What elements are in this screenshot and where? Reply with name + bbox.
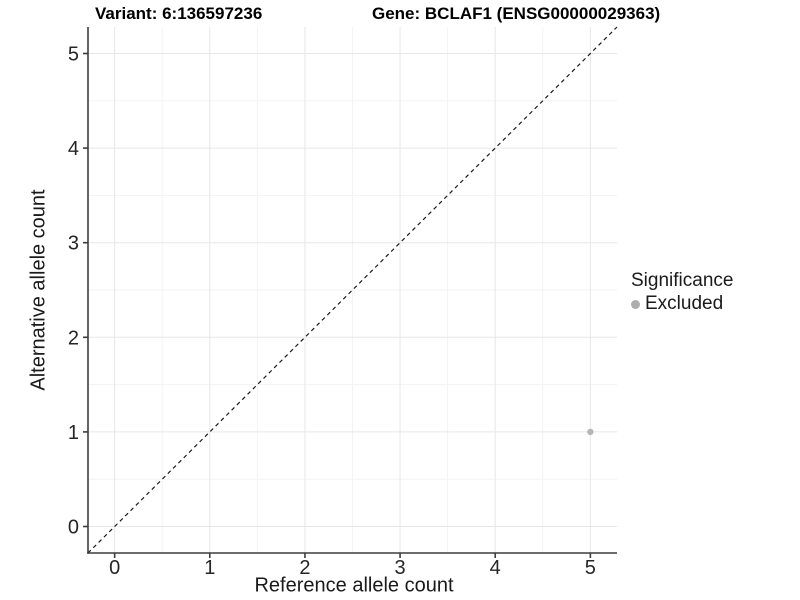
y-tick-label: 1 bbox=[68, 422, 79, 444]
y-tick-label: 5 bbox=[68, 43, 79, 65]
y-axis-label: Alternative allele count bbox=[27, 189, 50, 391]
y-tick-label: 0 bbox=[68, 517, 79, 539]
legend-item-excluded: Excluded bbox=[631, 293, 733, 315]
x-tick-label: 1 bbox=[204, 557, 215, 579]
x-tick-label: 2 bbox=[299, 557, 310, 579]
x-tick-label: 5 bbox=[585, 557, 596, 579]
data-point bbox=[587, 428, 594, 436]
x-tick-label: 0 bbox=[109, 557, 120, 579]
x-tick-label: 4 bbox=[490, 557, 501, 579]
legend-point-icon bbox=[631, 299, 640, 309]
x-axis-label: Reference allele count bbox=[254, 574, 454, 597]
y-tick-label: 3 bbox=[68, 233, 79, 255]
title-variant: Variant: 6:136597236 bbox=[95, 4, 263, 23]
y-tick-label: 4 bbox=[68, 138, 79, 160]
title-gene: Gene: BCLAF1 (ENSG00000029363) bbox=[372, 4, 661, 23]
legend-title: Significance bbox=[631, 270, 734, 291]
legend-item-label: Excluded bbox=[645, 293, 724, 314]
x-tick-label: 3 bbox=[395, 557, 406, 579]
legend: Significance Excluded bbox=[631, 270, 733, 315]
y-tick-label: 2 bbox=[68, 327, 79, 349]
